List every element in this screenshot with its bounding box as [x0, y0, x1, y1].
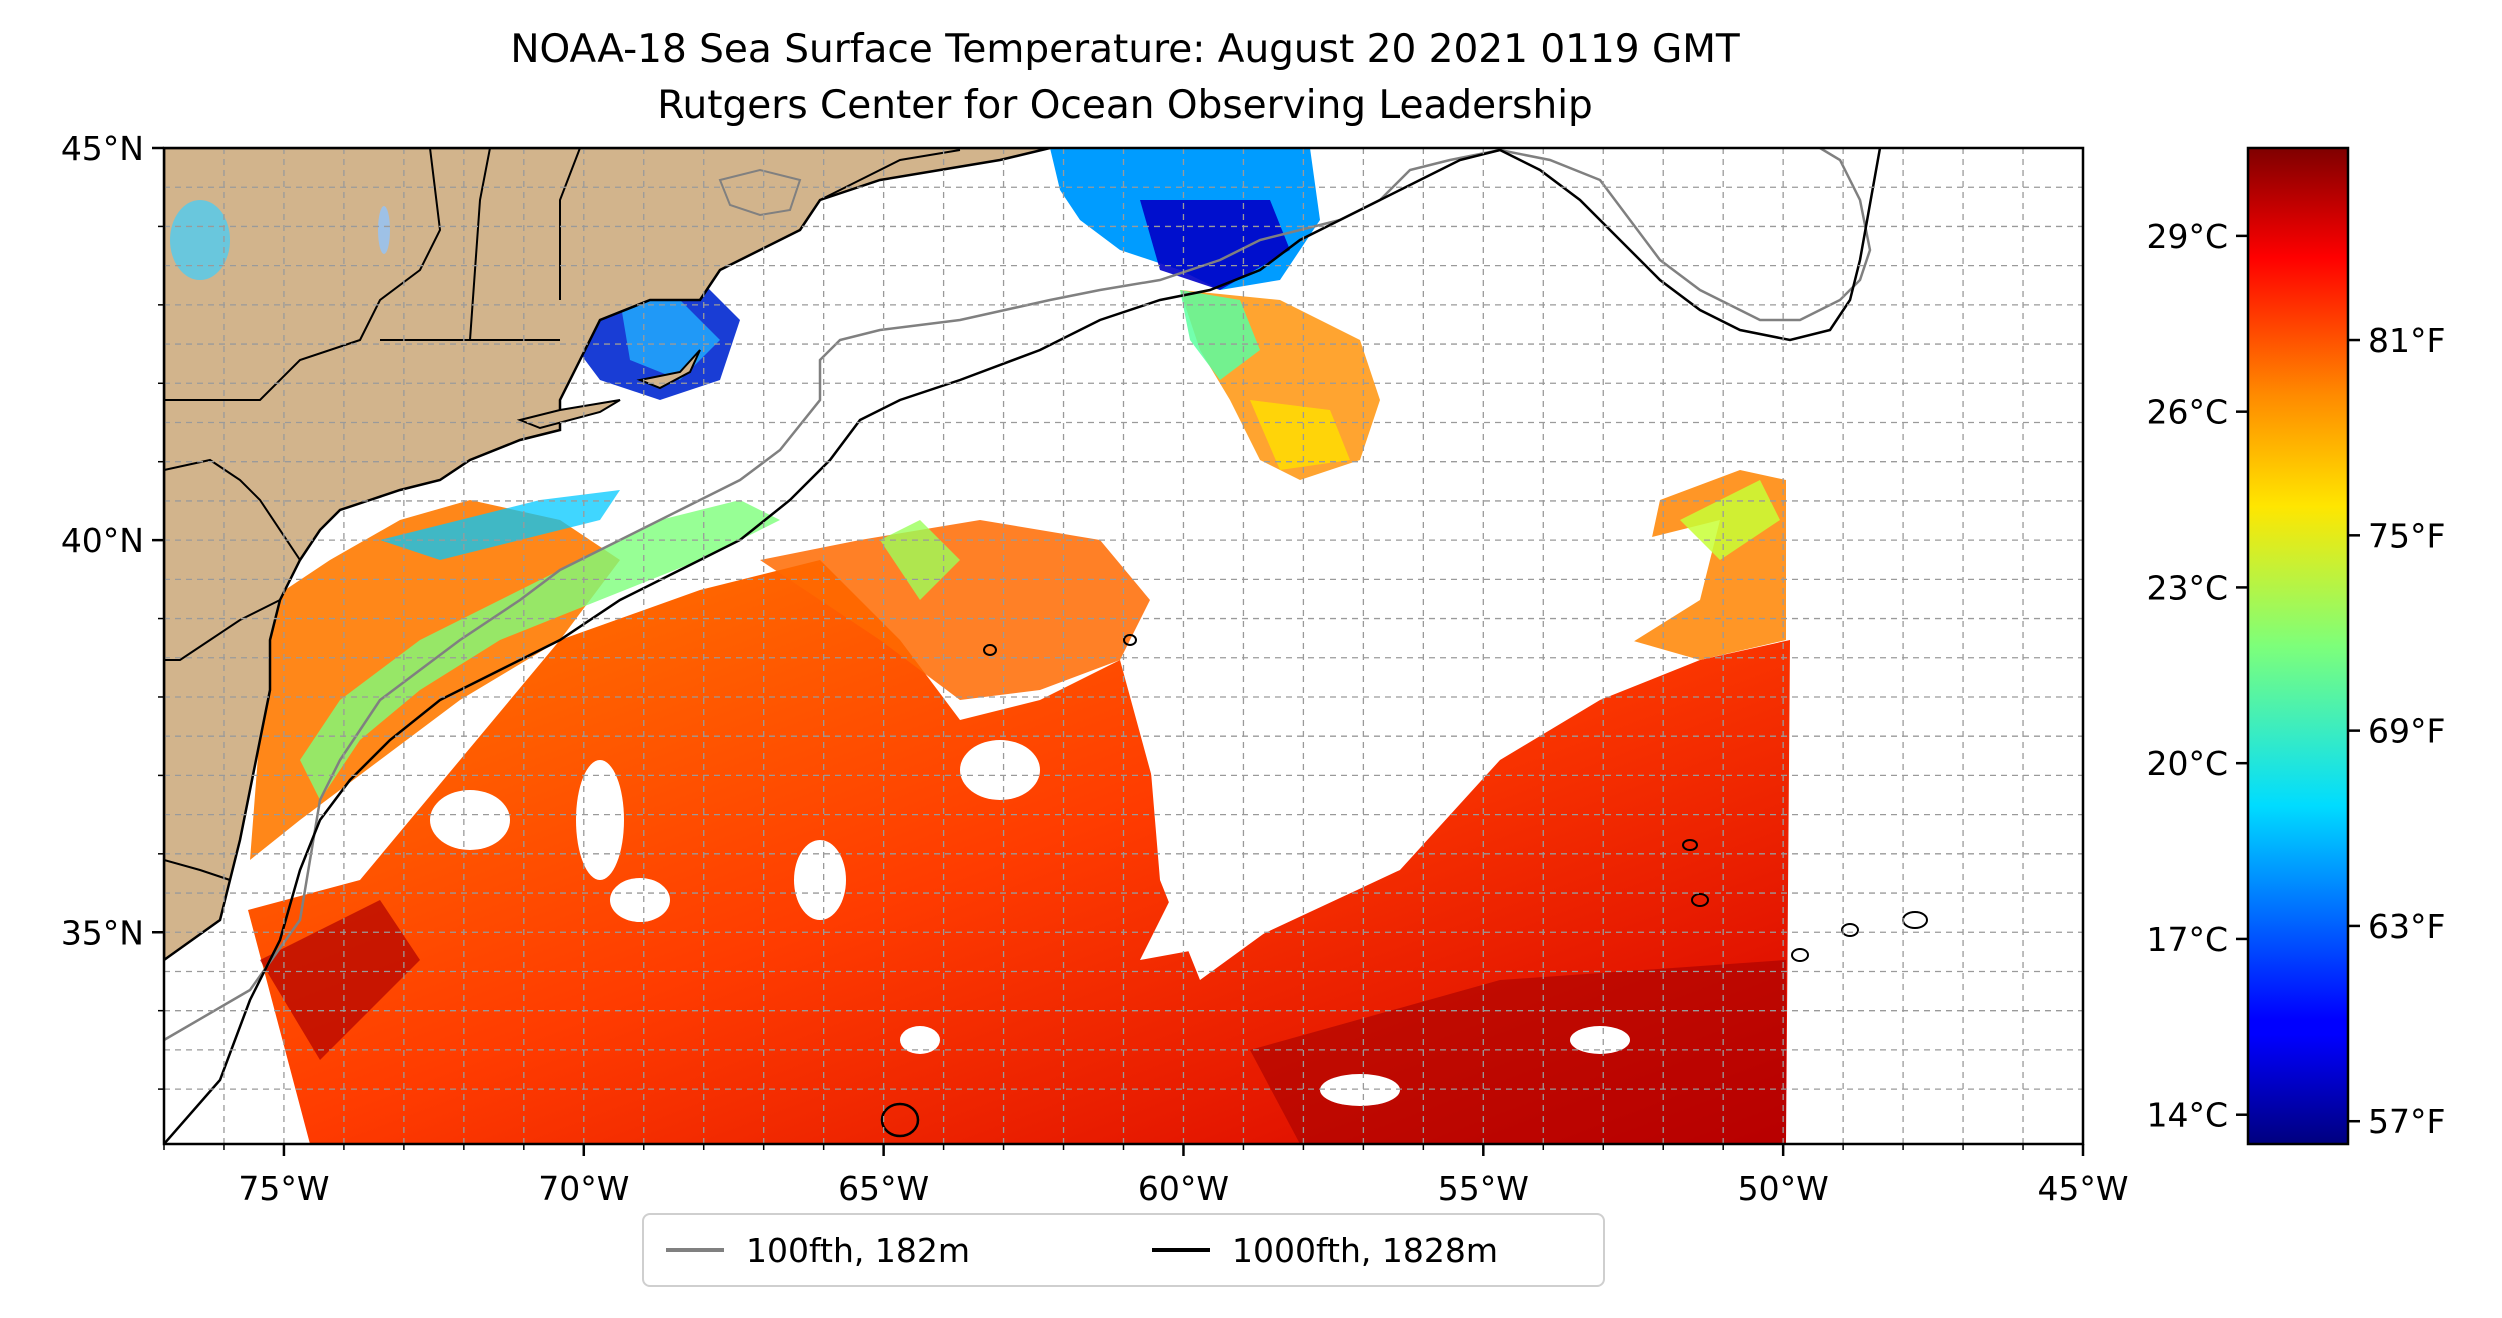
x-tick-label: 60°W — [1138, 1169, 1229, 1208]
bathymetry-1000fth — [164, 148, 1928, 1144]
colorbar-fahrenheit-ticks: 81°F 75°F 69°F 63°F 57°F — [2348, 321, 2445, 1141]
colorbar-celsius-label: 14°C — [2146, 1096, 2228, 1135]
colorbar-celsius-label: 26°C — [2146, 393, 2228, 432]
colorbar-fahrenheit-label: 75°F — [2368, 516, 2445, 555]
colorbar-fahrenheit-label: 57°F — [2368, 1102, 2445, 1141]
colorbar-fahrenheit-label: 69°F — [2368, 712, 2445, 751]
x-tick-label: 65°W — [838, 1169, 929, 1208]
x-tick-label: 70°W — [538, 1169, 629, 1208]
legend-label-100fth: 100fth, 182m — [746, 1230, 970, 1270]
map-subtitle: Rutgers Center for Ocean Observing Leade… — [657, 83, 1593, 128]
colorbar-celsius-ticks: 29°C 26°C 23°C 20°C 17°C 14°C — [2146, 217, 2248, 1135]
map-gridlines — [164, 148, 2083, 1144]
colorbar-celsius-label: 20°C — [2146, 744, 2228, 783]
legend-swatch-gray — [666, 1248, 724, 1252]
colorbar-gradient — [2246, 146, 2350, 1146]
contour-legend: 100fth, 182m 1000fth, 1828m — [642, 1213, 1605, 1287]
x-axis-ticks: 75°W 70°W 65°W 60°W 55°W 50°W 45°W — [163, 1144, 2129, 1208]
legend-swatch-black — [1152, 1248, 1210, 1252]
y-tick-label: 45°N — [61, 129, 144, 168]
bathymetry-100fth — [164, 148, 1872, 1042]
y-tick-label: 40°N — [61, 521, 144, 560]
map-title: NOAA-18 Sea Surface Temperature: August … — [510, 27, 1740, 72]
legend-label-1000fth: 1000fth, 1828m — [1232, 1230, 1498, 1270]
colorbar: 29°C 26°C 23°C 20°C 17°C 14°C 81°F 75°F 69°F 63°… — [2146, 146, 2445, 1146]
legend-item-100fth: 100fth, 182m — [666, 1215, 970, 1285]
colorbar-fahrenheit-label: 63°F — [2368, 907, 2445, 946]
x-tick-label: 50°W — [1738, 1169, 1829, 1208]
sst-warm-swath — [248, 470, 1790, 1144]
x-tick-label: 75°W — [238, 1169, 329, 1208]
map-area — [164, 148, 2083, 1144]
sst-scotian-shelf — [1050, 148, 1380, 480]
colorbar-celsius-label: 23°C — [2146, 568, 2228, 607]
colorbar-fahrenheit-label: 81°F — [2368, 321, 2445, 360]
legend-item-1000fth: 1000fth, 1828m — [1152, 1215, 1498, 1285]
x-tick-label: 45°W — [2037, 1169, 2128, 1208]
y-axis-ticks: 45°N 40°N 35°N — [61, 129, 164, 1090]
colorbar-celsius-label: 29°C — [2146, 217, 2228, 256]
y-tick-label: 35°N — [61, 913, 144, 952]
land — [164, 148, 1051, 962]
colorbar-celsius-label: 17°C — [2146, 920, 2228, 959]
x-tick-label: 55°W — [1438, 1169, 1529, 1208]
